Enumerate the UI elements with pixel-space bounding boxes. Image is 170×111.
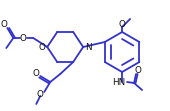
Text: O: O	[33, 68, 40, 77]
Text: O: O	[119, 20, 125, 29]
Text: O: O	[37, 89, 44, 98]
Text: O: O	[38, 43, 45, 52]
Text: N: N	[85, 43, 92, 52]
Text: O: O	[1, 20, 8, 29]
Text: O: O	[135, 65, 141, 74]
Text: HN: HN	[113, 77, 126, 86]
Text: O: O	[20, 34, 27, 43]
